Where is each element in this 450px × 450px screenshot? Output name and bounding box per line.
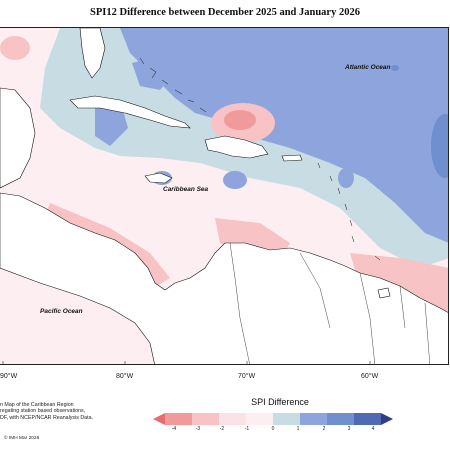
cuba-land <box>69 95 191 129</box>
legend-swatch-m1 <box>219 413 246 425</box>
legend-title: SPI Difference <box>251 397 309 407</box>
legend-swatch-p3 <box>354 413 381 425</box>
trinidad-land <box>377 287 391 299</box>
map-title: SPI12 Difference between December 2025 a… <box>90 7 360 18</box>
lon-label-70w: 70°W <box>238 373 256 380</box>
legend-swatch-p1 <box>300 413 327 425</box>
pacific-ocean-label: Pacific Ocean <box>40 308 83 315</box>
legend-colorbar <box>153 413 393 425</box>
legend-swatch-p2 <box>327 413 354 425</box>
blue-zone-bahamas <box>132 56 172 90</box>
legend-tick: 1 <box>296 426 300 432</box>
blue-zone <box>120 28 448 243</box>
lesser-antilles <box>317 162 381 261</box>
red-zone-hispaniola <box>224 110 256 130</box>
legend-arrow-left <box>153 413 165 425</box>
pink-zone-gulf <box>0 36 30 60</box>
lon-label-80w: 80°W <box>116 373 134 380</box>
bahamas-islands <box>139 57 207 113</box>
spi-difference-map: Atlantic Ocean Caribbean Sea Pacific Oce… <box>0 27 449 365</box>
lon-label-90w: 90°W <box>0 373 18 380</box>
lon-label-60w: 60°W <box>361 373 379 380</box>
dark-blue-spot-atlantic <box>391 65 399 71</box>
legend-tick: 2 <box>322 426 326 432</box>
pacific-coast-line <box>0 267 155 364</box>
caribbean-sea-label: Caribbean Sea <box>163 186 209 193</box>
legend-swatch-m0 <box>246 413 273 425</box>
legend-tick: -2 <box>219 426 225 432</box>
hispaniola-land <box>204 135 269 159</box>
source-note: n Map of the Caribbean Region regating s… <box>0 402 150 421</box>
source-line-1: n Map of the Caribbean Region <box>0 402 74 408</box>
blue-spot-antilles <box>338 168 354 188</box>
legend-swatch-p0 <box>273 413 300 425</box>
legend-swatch-m2 <box>192 413 219 425</box>
source-line-3: DF, with NCEP/NCAR Reanalysis Data. <box>0 414 94 421</box>
legend-tick: 0 <box>271 426 275 432</box>
jamaica-land <box>144 172 173 184</box>
pacific-coast-cut <box>0 268 155 364</box>
legend-tick: -3 <box>195 426 201 432</box>
longitude-ticks <box>2 361 371 364</box>
atlantic-ocean-label: Atlantic Ocean <box>345 64 391 71</box>
south-america-borders <box>229 242 431 364</box>
source-line-2: regating station based observations, <box>0 408 86 415</box>
dark-blue-spot-east <box>431 114 448 178</box>
yucatan-land <box>0 87 36 189</box>
copyright-note: © IMH Mar 2026 <box>4 436 40 441</box>
blue-spot-hispaniola-south <box>223 171 247 189</box>
puerto-rico-land <box>281 154 303 162</box>
legend-tick: -4 <box>171 426 177 432</box>
legend-swatch-m3 <box>165 413 192 425</box>
legend-tick: -1 <box>244 426 250 432</box>
legend-tick: 3 <box>347 426 351 432</box>
florida-land <box>79 28 106 79</box>
legend-arrow-right <box>381 413 393 425</box>
legend-tick: 4 <box>371 426 375 432</box>
map-canvas <box>0 28 448 364</box>
